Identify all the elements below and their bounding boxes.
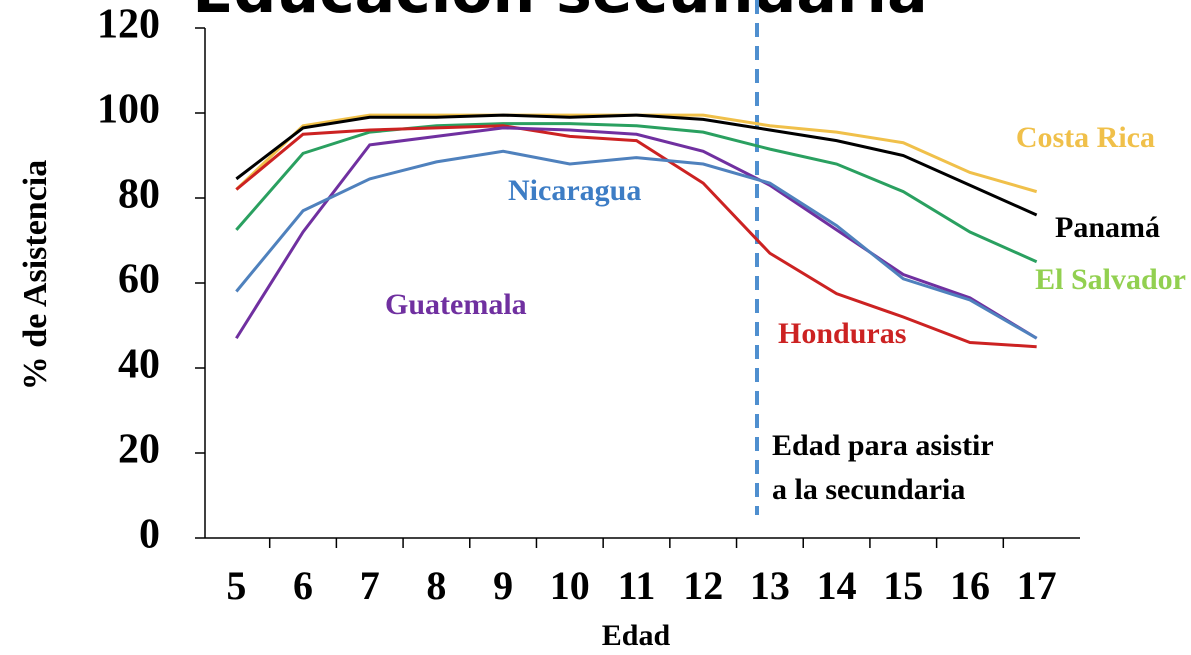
y-tick-label: 100 — [97, 87, 160, 133]
x-axis-label: Edad — [602, 619, 671, 652]
series-label: Nicaragua — [508, 174, 641, 207]
x-tick-label: 12 — [683, 563, 723, 608]
series-label: El Salvador — [1035, 263, 1186, 296]
y-tick-label: 40 — [118, 342, 160, 388]
x-tick-label: 11 — [618, 563, 656, 608]
series-label: Costa Rica — [1016, 121, 1155, 154]
series-label: Honduras — [778, 317, 906, 350]
series-line — [235, 149, 1038, 340]
series-label: Guatemala — [385, 288, 527, 321]
y-tick-label: 60 — [118, 257, 160, 303]
y-tick-label: 80 — [118, 172, 160, 218]
y-axis-label: % de Asistencia — [17, 160, 54, 390]
series-line — [235, 122, 1038, 264]
y-tick-label: 20 — [118, 427, 160, 473]
x-tick-label: 14 — [817, 563, 857, 608]
x-tick-label: 16 — [950, 563, 990, 608]
series-line — [235, 113, 1038, 217]
x-tick-label: 7 — [360, 563, 380, 608]
series-line — [235, 124, 1037, 349]
x-tick-label: 13 — [750, 563, 790, 608]
y-tick-label: 0 — [139, 512, 160, 558]
annotation: Edad para asistir — [772, 429, 994, 462]
series-label: Panamá — [1055, 211, 1160, 244]
x-tick-label: 6 — [293, 563, 313, 608]
series-line — [235, 126, 1038, 340]
chart-title: Educación secundaria — [192, 0, 927, 27]
x-tick-label: 5 — [226, 563, 246, 608]
x-tick-label: 17 — [1017, 563, 1057, 608]
annotation: a la secundaria — [772, 473, 965, 506]
y-tick-label: 120 — [97, 2, 160, 48]
x-tick-label: 15 — [883, 563, 923, 608]
x-tick-label: 10 — [550, 563, 590, 608]
x-tick-label: 9 — [493, 563, 513, 608]
x-tick-label: 8 — [426, 563, 446, 608]
